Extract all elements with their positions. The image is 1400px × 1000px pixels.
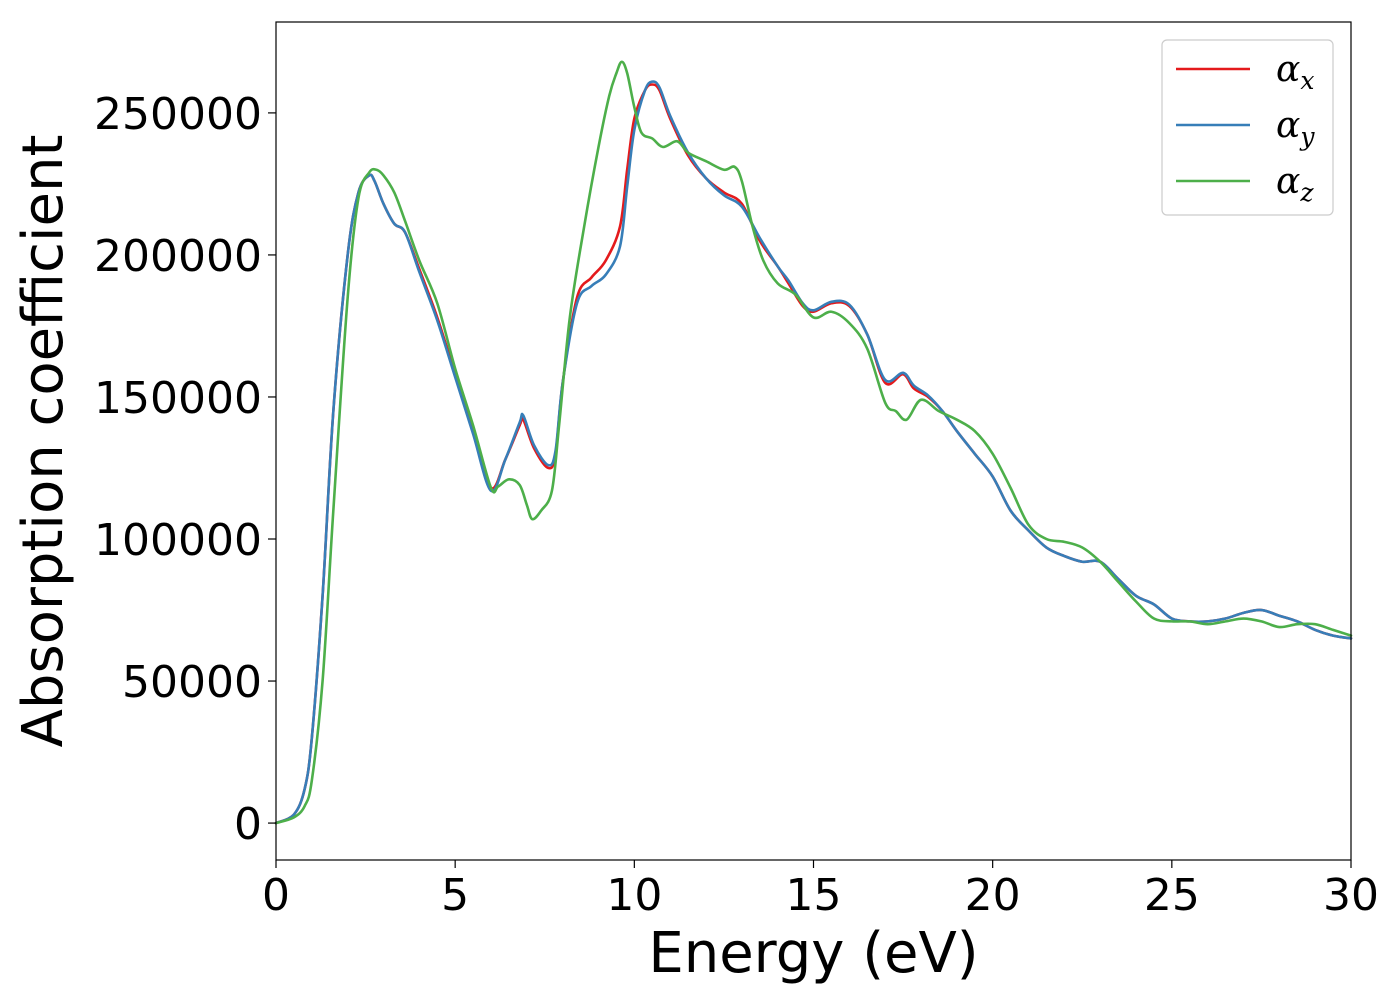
x-axis-label: Energy (eV) — [648, 921, 978, 986]
y-tick-label: 200000 — [94, 231, 262, 282]
x-tick-label: 25 — [1144, 870, 1200, 921]
y-axis-ticks: 0 50000 100000 150000 200000 250000 — [94, 89, 276, 850]
legend: αx αy αz — [1161, 39, 1334, 216]
x-tick-label: 0 — [262, 870, 290, 921]
y-tick-label: 150000 — [94, 373, 262, 424]
y-tick-label: 50000 — [122, 657, 262, 708]
x-tick-label: 15 — [786, 870, 842, 921]
legend-label-y: αy — [1276, 105, 1315, 151]
x-axis-ticks: 0 5 10 15 20 25 30 — [262, 860, 1379, 921]
legend-box — [1161, 39, 1334, 216]
y-axis-label: Absorption coefficient — [11, 135, 76, 748]
series-layer — [274, 60, 1353, 825]
legend-label-z: αz — [1276, 161, 1314, 207]
x-tick-label: 30 — [1323, 870, 1379, 921]
series-line-z — [274, 60, 1353, 825]
x-tick-label: 10 — [606, 870, 662, 921]
x-tick-label: 20 — [965, 870, 1021, 921]
series-line-y — [274, 80, 1353, 825]
y-tick-label: 250000 — [94, 89, 262, 140]
y-tick-label: 0 — [234, 799, 262, 850]
y-tick-label: 100000 — [94, 515, 262, 566]
x-tick-label: 5 — [441, 870, 469, 921]
legend-label-x: αx — [1276, 49, 1314, 95]
